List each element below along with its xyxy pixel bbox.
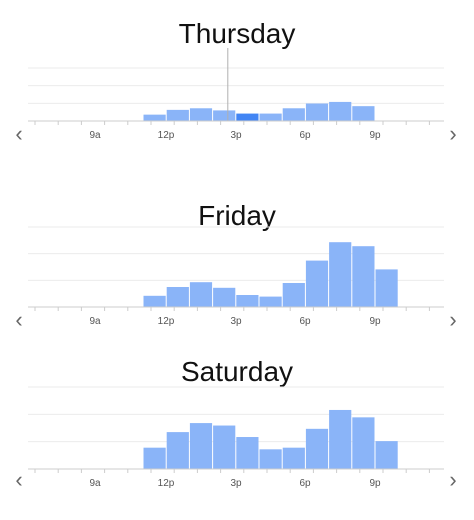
busy-bar-4p[interactable]: [259, 296, 282, 307]
x-tick-label: 6p: [299, 130, 311, 141]
prev-day-button[interactable]: ‹: [10, 307, 28, 332]
x-tick-label: 9a: [89, 478, 101, 489]
busy-bar-7p[interactable]: [329, 242, 352, 307]
next-day-button[interactable]: ›: [444, 307, 462, 332]
busy-bar-3p[interactable]: [236, 437, 259, 469]
busy-bar-3p[interactable]: [236, 113, 259, 121]
busy-bar-6p[interactable]: [305, 428, 329, 469]
day-panel-saturday: Saturday 9a 12p 3p 6p 9p ‹ ›: [0, 340, 474, 520]
chevron-left-icon: ‹: [15, 121, 23, 146]
busy-bar-1p[interactable]: [189, 423, 213, 469]
x-tick-label: 3p: [230, 478, 242, 489]
busy-bar-5p[interactable]: [282, 447, 305, 469]
day-title: Saturday: [180, 356, 294, 387]
busy-bar-9p[interactable]: [375, 269, 398, 307]
busy-bar-3p[interactable]: [236, 295, 259, 307]
day-panel-friday: Friday 9a 12p 3p 6p 9p ‹ ›: [0, 170, 474, 340]
busy-bar-12p[interactable]: [166, 109, 189, 121]
busy-bar-11a[interactable]: [143, 114, 166, 121]
x-tick-label: 6p: [299, 478, 311, 489]
busy-bar-8p[interactable]: [352, 106, 375, 121]
busy-bar-8p[interactable]: [352, 417, 375, 469]
busy-bar-11a[interactable]: [143, 295, 166, 307]
busy-bar-7p[interactable]: [329, 101, 352, 121]
chevron-right-icon: ›: [449, 307, 457, 332]
x-tick-label: 9p: [369, 130, 381, 141]
chevron-left-icon: ‹: [15, 307, 23, 332]
x-tick-label: 12p: [158, 478, 175, 489]
busy-bar-7p[interactable]: [329, 409, 352, 469]
prev-day-button[interactable]: ‹: [10, 121, 28, 146]
busy-bar-12p[interactable]: [166, 432, 189, 469]
x-tick-label: 3p: [230, 316, 242, 327]
busy-chart-thursday: 9a 12p 3p 6p 9p: [28, 48, 444, 141]
x-tick-label: 9a: [89, 130, 101, 141]
x-tick-label: 12p: [158, 316, 175, 327]
prev-day-button[interactable]: ‹: [10, 467, 28, 492]
chevron-right-icon: ›: [449, 467, 457, 492]
busy-chart-saturday: 9a 12p 3p 6p 9p: [28, 386, 444, 489]
busy-chart-friday: 9a 12p 3p 6p 9p: [28, 226, 444, 327]
x-tick-label: 9p: [369, 316, 381, 327]
busy-bar-12p[interactable]: [166, 287, 189, 307]
x-tick-label: 9a: [89, 316, 101, 327]
busy-bar-2p[interactable]: [213, 287, 236, 307]
busy-bar-5p[interactable]: [282, 283, 305, 307]
next-day-button[interactable]: ›: [444, 467, 462, 492]
busy-bar-9p[interactable]: [375, 441, 398, 469]
x-tick-label: 3p: [230, 130, 242, 141]
busy-bar-1p[interactable]: [189, 282, 213, 307]
chevron-right-icon: ›: [449, 121, 457, 146]
busy-bar-11a[interactable]: [143, 447, 166, 469]
busy-bar-4p[interactable]: [259, 449, 282, 469]
day-title: Friday: [198, 200, 276, 231]
x-tick-label: 6p: [299, 316, 311, 327]
busy-bar-6p[interactable]: [305, 260, 329, 307]
busy-bar-5p[interactable]: [282, 108, 305, 121]
next-day-button[interactable]: ›: [444, 121, 462, 146]
day-panel-thursday: Thursday 9a 12p 3p 6p 9p ‹ ›: [0, 0, 474, 160]
busy-bar-1p[interactable]: [189, 108, 213, 121]
x-tick-label: 12p: [158, 130, 175, 141]
x-tick-label: 9p: [369, 478, 381, 489]
busy-bar-2p[interactable]: [213, 110, 236, 121]
busy-bar-8p[interactable]: [352, 246, 375, 307]
busy-bar-4p[interactable]: [259, 113, 282, 121]
day-title: Thursday: [178, 18, 296, 49]
busy-bar-6p[interactable]: [305, 103, 329, 121]
chevron-left-icon: ‹: [15, 467, 23, 492]
busy-bar-2p[interactable]: [213, 425, 236, 469]
